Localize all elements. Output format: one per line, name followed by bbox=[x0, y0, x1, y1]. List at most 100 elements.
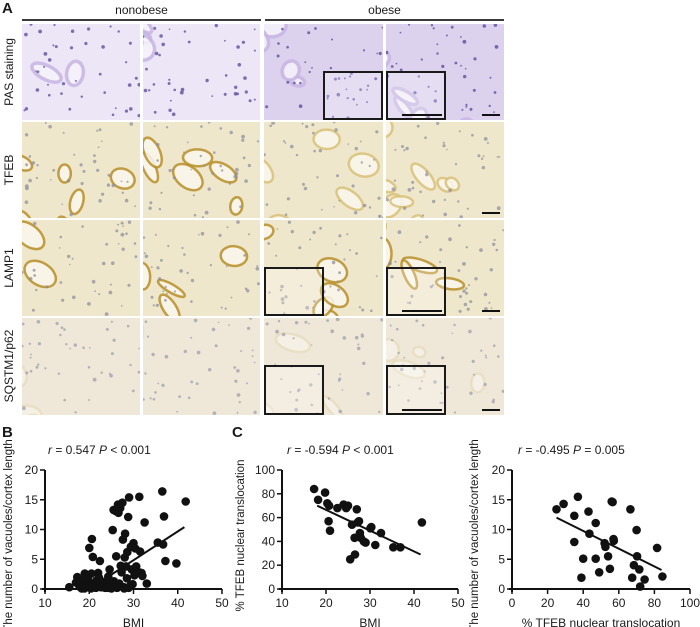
y-tick-label: 100 bbox=[255, 463, 275, 477]
data-point bbox=[109, 582, 119, 592]
data-point bbox=[309, 484, 319, 494]
data-point bbox=[627, 573, 637, 582]
data-point bbox=[120, 529, 130, 538]
micrograph-pas-nonobese-1 bbox=[22, 24, 140, 120]
data-point bbox=[87, 569, 96, 578]
x-tick-label: 20 bbox=[319, 596, 333, 610]
data-point bbox=[352, 505, 362, 514]
data-point bbox=[361, 538, 370, 547]
data-point bbox=[389, 543, 398, 552]
x-tick-label: 30 bbox=[363, 596, 377, 610]
panel-b-label: B bbox=[2, 424, 13, 441]
data-point bbox=[122, 574, 132, 583]
data-point bbox=[320, 488, 330, 497]
data-point bbox=[80, 584, 89, 593]
x-tick-label: 20 bbox=[83, 596, 97, 610]
regression-line bbox=[556, 516, 662, 571]
data-point bbox=[138, 571, 147, 581]
data-point bbox=[658, 572, 667, 581]
data-point bbox=[640, 575, 649, 584]
micrograph-tfeb-nonobese-2 bbox=[143, 122, 260, 218]
data-point bbox=[652, 543, 662, 553]
data-point bbox=[609, 536, 619, 546]
data-point bbox=[601, 542, 610, 552]
correlation-annotation: r = 0.547 P < 0.001 bbox=[48, 443, 151, 457]
data-point bbox=[635, 582, 645, 591]
data-point bbox=[603, 552, 613, 561]
inset-box bbox=[386, 71, 446, 120]
data-point bbox=[605, 564, 615, 574]
data-point bbox=[103, 583, 112, 593]
data-point bbox=[313, 495, 323, 505]
data-point bbox=[635, 565, 644, 574]
x-axis-label: % TFEB nuclear translocation bbox=[522, 616, 681, 627]
x-tick-label: 50 bbox=[451, 596, 465, 610]
inset-box bbox=[386, 267, 446, 316]
data-point bbox=[161, 556, 170, 566]
y-tick-label: 5 bbox=[498, 552, 505, 566]
data-point bbox=[552, 505, 561, 514]
y-axis-label: The number of vacuoles/cortex length bbox=[469, 439, 481, 627]
y-tick-label: 0 bbox=[268, 582, 275, 596]
inset-box bbox=[264, 267, 324, 316]
data-point bbox=[367, 522, 376, 532]
inset-box bbox=[323, 71, 383, 120]
data-point bbox=[608, 497, 617, 507]
micrograph-p62-obese-2 bbox=[386, 318, 504, 415]
data-point bbox=[570, 511, 579, 521]
x-tick-label: 60 bbox=[612, 596, 626, 610]
data-point bbox=[632, 552, 642, 561]
data-point bbox=[88, 552, 98, 562]
data-point bbox=[105, 565, 114, 574]
micrograph-lamp1-nonobese-2 bbox=[143, 220, 260, 316]
data-point bbox=[417, 518, 427, 527]
data-point bbox=[172, 559, 181, 568]
micrograph-lamp1-obese-2 bbox=[386, 220, 504, 316]
data-point bbox=[142, 579, 152, 588]
data-point bbox=[396, 543, 405, 552]
scatter-plot-tfeb-vacuoles: 0 5 10 15 20 0 20 40 60 80 100 % TFEB nuclear trans… bbox=[469, 439, 700, 627]
data-point bbox=[570, 537, 579, 547]
x-tick-label: 100 bbox=[680, 596, 700, 610]
data-point bbox=[350, 550, 360, 559]
correlation-annotation: r = -0.594 P < 0.001 bbox=[287, 443, 394, 457]
data-point bbox=[158, 540, 168, 549]
data-point bbox=[111, 552, 121, 561]
y-tick-label: 60 bbox=[262, 511, 276, 525]
inset-box bbox=[264, 365, 324, 415]
y-tick-label: 10 bbox=[492, 523, 506, 537]
y-tick-label: 15 bbox=[25, 493, 39, 507]
data-point bbox=[104, 572, 113, 581]
data-point bbox=[118, 498, 127, 507]
row-label-tfeb: TFEB bbox=[2, 154, 16, 186]
data-point bbox=[159, 512, 169, 521]
micrograph-p62-nonobese-1 bbox=[22, 318, 140, 415]
data-point bbox=[626, 505, 635, 514]
x-tick-label: 30 bbox=[127, 596, 141, 610]
data-point bbox=[135, 547, 145, 556]
micrograph-p62-nonobese-2 bbox=[143, 318, 260, 415]
data-point bbox=[124, 493, 134, 502]
data-point bbox=[594, 568, 604, 577]
y-tick-label: 0 bbox=[31, 582, 38, 596]
data-point bbox=[371, 540, 380, 550]
inset-box bbox=[386, 365, 446, 415]
micrograph-pas-nonobese-2 bbox=[143, 24, 260, 120]
y-tick-label: 20 bbox=[25, 463, 39, 477]
data-point bbox=[117, 568, 126, 577]
y-tick-label: 0 bbox=[498, 582, 505, 596]
data-point bbox=[324, 516, 333, 526]
group-label-obese: obese bbox=[368, 3, 401, 17]
data-point bbox=[584, 507, 593, 516]
micrograph-tfeb-nonobese-1 bbox=[22, 122, 140, 218]
x-tick-label: 0 bbox=[509, 596, 516, 610]
micrograph-lamp1-obese-1 bbox=[264, 220, 383, 316]
group-label-nonobese: nonobese bbox=[115, 3, 168, 17]
x-tick-label: 80 bbox=[648, 596, 662, 610]
x-axis-label: BMI bbox=[359, 616, 380, 627]
y-tick-label: 15 bbox=[492, 493, 506, 507]
group-line-nonobese bbox=[22, 19, 261, 21]
group-line-obese bbox=[265, 19, 504, 21]
y-tick-label: 80 bbox=[262, 487, 276, 501]
x-tick-label: 10 bbox=[38, 596, 52, 610]
